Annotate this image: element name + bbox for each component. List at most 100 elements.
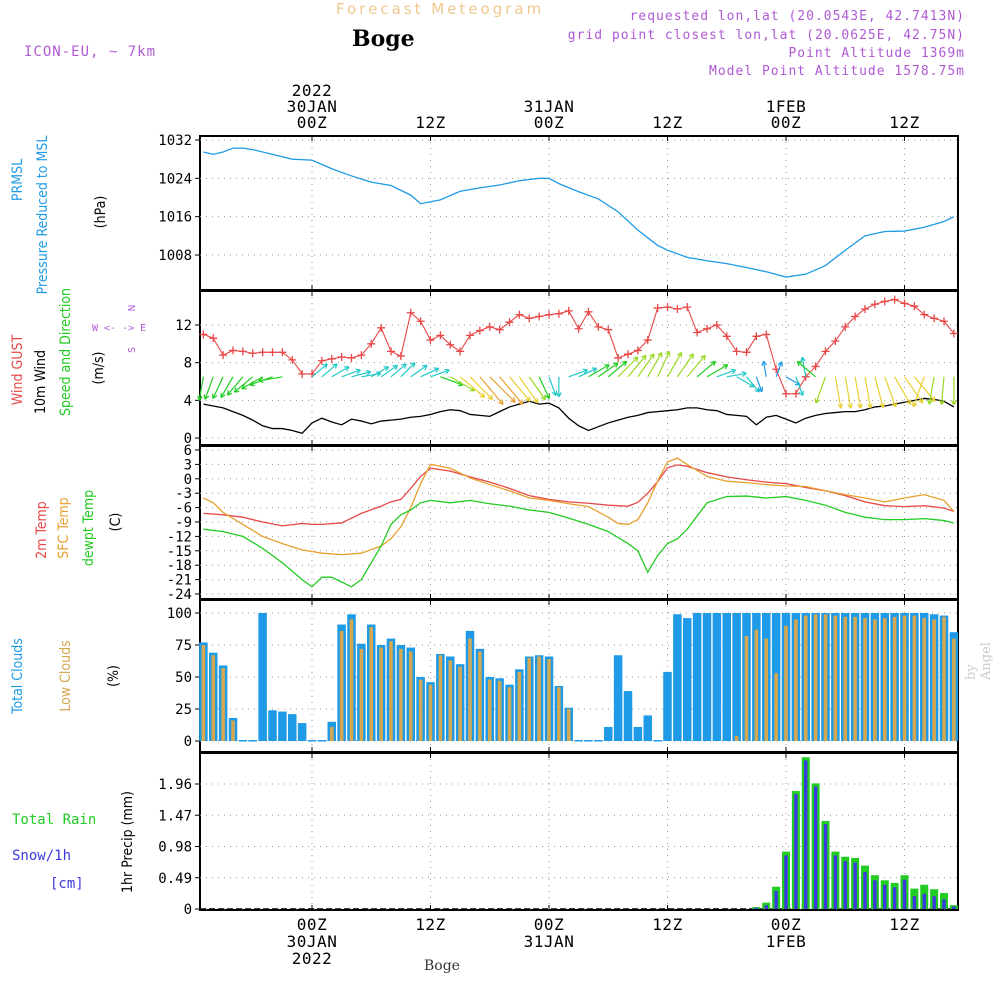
gust-marker (851, 312, 860, 321)
bar-snow (853, 862, 857, 909)
gust-marker (890, 295, 899, 304)
gust-marker (229, 346, 237, 355)
gust-marker (525, 314, 534, 323)
tick-label-y: 0 (184, 902, 192, 918)
tick-label-y: 12 (175, 318, 192, 334)
time-label-bottom: 12Z (889, 915, 919, 934)
bar-low-clouds (359, 648, 364, 741)
time-label-top: 1FEB (766, 97, 807, 116)
bar-low-clouds (942, 616, 946, 741)
wind-arrow (479, 376, 504, 405)
wind-arrow (555, 376, 562, 398)
bar-total-clouds (663, 671, 672, 741)
bar-low-clouds (803, 615, 808, 741)
time-label-top: 00Z (534, 113, 564, 132)
bar-snow (823, 824, 828, 909)
bar-low-clouds (329, 726, 334, 741)
gust-marker (209, 334, 218, 343)
bar-low-clouds (428, 684, 433, 741)
label-ms: (m/s) (91, 352, 107, 385)
tick-label-y: 50 (175, 670, 192, 686)
bar-total-clouds (604, 726, 613, 741)
bar-low-clouds (478, 651, 482, 741)
bar-total-clouds (297, 723, 307, 741)
tick-label-y: 1008 (158, 248, 192, 264)
wind-arrow (400, 362, 416, 378)
bar-snow (863, 872, 867, 909)
label-1hr-precip: 1hr Precip (mm) (120, 791, 136, 893)
gust-marker (643, 336, 652, 345)
bar-low-clouds (744, 636, 749, 741)
bar-low-clouds (221, 668, 225, 741)
gust-marker (604, 325, 613, 334)
gust-marker (880, 297, 889, 306)
gust-marker (722, 332, 731, 341)
gust-marker (456, 347, 465, 356)
time-label-top: 31JAN (524, 97, 575, 116)
wind-arrow (874, 376, 885, 409)
gust-marker (791, 389, 800, 398)
label-percent: (%) (106, 665, 122, 687)
gust-marker (910, 302, 919, 311)
bar-low-clouds (349, 619, 354, 741)
bar-total-clouds (238, 740, 248, 742)
gust-marker (396, 352, 405, 361)
wind-arrow (775, 361, 783, 377)
bar-low-clouds (794, 619, 798, 741)
bar-low-clouds (507, 687, 512, 741)
gust-marker (663, 303, 672, 312)
bar-snow (794, 794, 798, 909)
bar-low-clouds (843, 616, 848, 741)
tick-label-y: -6 (175, 501, 192, 517)
wind-arrow (538, 376, 551, 400)
wind-arrow (212, 376, 224, 400)
wind-arrow (939, 376, 945, 406)
tick-label-y: 0.49 (158, 871, 192, 887)
bar-total-clouds (278, 711, 287, 741)
bar-low-clouds (764, 638, 769, 741)
tick-label-y: 8 (184, 356, 192, 372)
bar-low-clouds (537, 656, 541, 741)
gust-marker (574, 324, 583, 333)
gust-marker (870, 300, 879, 309)
wind-arrow (796, 360, 817, 378)
wind-arrow (647, 352, 663, 378)
bar-low-clouds (468, 638, 472, 741)
gust-marker (940, 317, 948, 326)
time-label-bottom: 12Z (652, 915, 682, 934)
label-10m-wind: 10m Wind (33, 350, 49, 414)
bar-total-clouds (317, 740, 327, 742)
gust-marker (752, 332, 761, 341)
gust-marker (831, 337, 840, 346)
bar-low-clouds (912, 615, 917, 741)
gust-marker (594, 322, 603, 331)
gust-marker (248, 349, 257, 358)
bar-snow (754, 907, 759, 909)
tick-label-y: 0.98 (158, 840, 192, 856)
gust-marker (298, 369, 307, 378)
gust-marker (416, 317, 425, 326)
gust-marker (475, 326, 484, 335)
wind-arrow (226, 376, 244, 396)
wind-arrow (197, 376, 204, 401)
wind-arrow (911, 376, 925, 408)
tick-label-y: 0 (184, 472, 192, 488)
bar-snow (804, 760, 808, 909)
bar-low-clouds (557, 687, 561, 741)
requested-coords: requested lon,lat (20.0543E, 42.7413N) (629, 9, 965, 24)
wind-arrow (927, 376, 935, 405)
bar-low-clouds (211, 655, 216, 741)
wind-arrow (588, 364, 610, 378)
point-altitude: Point Altitude 1369m (788, 46, 965, 61)
gust-marker (199, 330, 208, 339)
bar-low-clouds (547, 659, 551, 741)
gust-marker (949, 329, 958, 338)
bar-low-clouds (892, 616, 897, 741)
gust-marker (693, 328, 702, 337)
compass-we: W <- -> E (92, 323, 146, 334)
bar-snow (922, 893, 926, 909)
series-gust (203, 299, 955, 395)
wind-arrow (676, 353, 695, 378)
bar-snow (883, 884, 887, 909)
tick-label-y: 100 (167, 606, 192, 622)
